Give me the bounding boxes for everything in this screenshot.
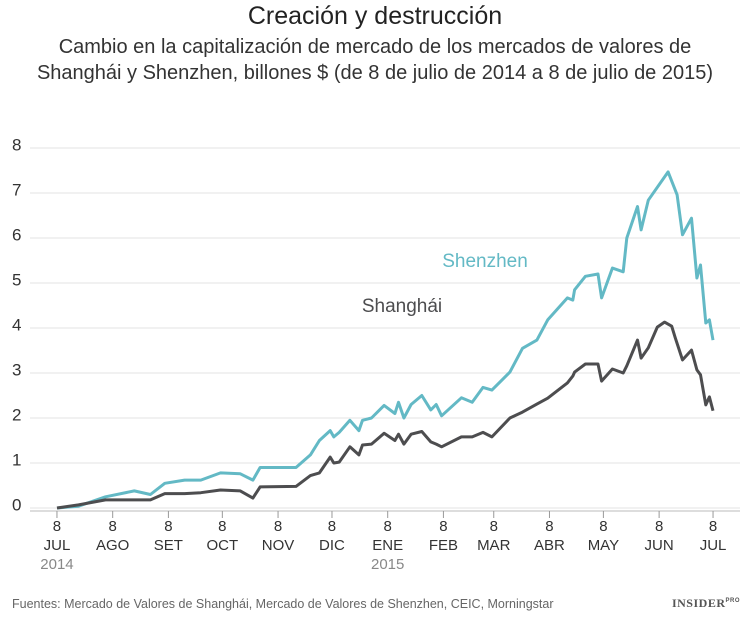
x-tick-month: ENE [372,537,403,554]
x-tick-day: 8 [655,518,663,535]
series-label: Shanghái [362,296,442,317]
x-tick-month: MAR [477,537,511,554]
x-tick-month: JUL [700,537,727,554]
y-tick-label: 1 [12,450,21,469]
x-tick-month: AGO [96,537,129,554]
x-tick-day: 8 [328,518,336,535]
y-tick-label: 5 [12,270,21,289]
x-tick-month: JUL [44,537,71,554]
x-tick-day: 8 [384,518,392,535]
x-tick-month: SET [154,537,183,554]
x-tick-month: OCT [206,537,238,554]
x-tick-year: 2015 [371,556,404,573]
series-label: Shenzhen [442,251,528,272]
x-tick-day: 8 [490,518,498,535]
y-tick-label: 6 [12,225,21,244]
x-tick-day: 8 [274,518,282,535]
y-tick-label: 7 [12,180,21,199]
brand-name: INSIDER [671,596,726,610]
x-tick-month: DIC [319,537,345,554]
y-tick-label: 3 [12,360,21,379]
x-tick-month: NOV [262,537,295,554]
series-line [56,170,715,510]
x-tick-day: 8 [439,518,447,535]
x-tick-day: 8 [53,518,61,535]
chart-subtitle: Cambio en la capitalización de mercado d… [36,36,714,84]
chart-title: Creación y destrucción [247,2,503,30]
x-tick-day: 8 [599,518,607,535]
x-tick-day: 8 [709,518,717,535]
source-note: Fuentes: Mercado de Valores de Shanghái,… [12,597,554,611]
x-tick-day: 8 [218,518,226,535]
x-tick-month: FEB [429,537,458,554]
x-tick-year: 2014 [40,556,73,573]
x-tick-month: JUN [645,537,674,554]
brand-sup: PRO [725,598,740,604]
x-tick-day: 8 [164,518,172,535]
y-tick-label: 0 [12,495,21,514]
brand-logo: INSIDERPRO [672,596,740,611]
y-tick-label: 2 [12,405,21,424]
series-line [56,320,715,510]
x-tick-day: 8 [545,518,553,535]
y-tick-label: 8 [12,135,21,154]
x-tick-day: 8 [109,518,117,535]
x-tick-month: MAY [588,537,619,554]
x-tick-month: ABR [534,537,565,554]
y-tick-label: 4 [12,315,21,334]
